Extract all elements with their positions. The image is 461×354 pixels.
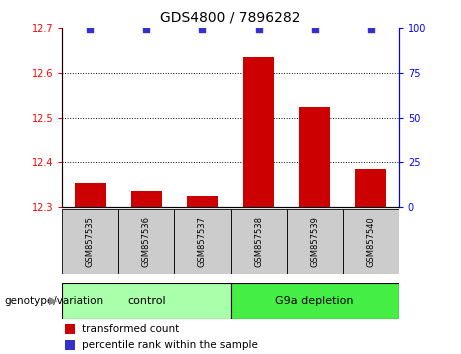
Bar [65, 340, 75, 350]
Bar [174, 209, 230, 274]
Point [311, 27, 318, 32]
Bar [287, 209, 343, 274]
Bar [230, 283, 399, 319]
Bar [299, 107, 330, 207]
Text: GSM857537: GSM857537 [198, 216, 207, 267]
Point [199, 27, 206, 32]
Bar [243, 57, 274, 207]
Bar [131, 192, 162, 207]
Bar [62, 209, 118, 274]
Bar [62, 283, 230, 319]
Text: GSM857539: GSM857539 [310, 216, 319, 267]
Text: genotype/variation: genotype/variation [5, 296, 104, 306]
Point [255, 27, 262, 32]
Text: G9a depletion: G9a depletion [275, 296, 354, 306]
Bar [355, 169, 386, 207]
Text: ▶: ▶ [49, 296, 58, 306]
Text: GSM857535: GSM857535 [86, 216, 95, 267]
Bar [230, 209, 287, 274]
Text: GDS4800 / 7896282: GDS4800 / 7896282 [160, 11, 301, 25]
Bar [118, 209, 174, 274]
Text: GSM857540: GSM857540 [366, 216, 375, 267]
Bar [65, 324, 75, 335]
Point [367, 27, 374, 32]
Point [87, 27, 94, 32]
Text: GSM857538: GSM857538 [254, 216, 263, 267]
Text: transformed count: transformed count [82, 325, 179, 335]
Text: control: control [127, 296, 165, 306]
Point [142, 27, 150, 32]
Text: percentile rank within the sample: percentile rank within the sample [82, 340, 258, 350]
Text: GSM857536: GSM857536 [142, 216, 151, 267]
Bar [343, 209, 399, 274]
Bar [187, 196, 218, 207]
Bar [75, 183, 106, 207]
